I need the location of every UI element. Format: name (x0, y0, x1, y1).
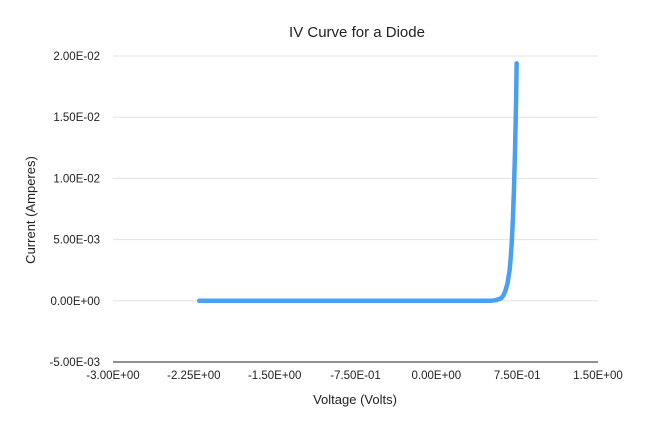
x-axis-label: Voltage (Volts) (313, 392, 397, 407)
y-tick-label: -5.00E-03 (49, 357, 100, 369)
x-tick-label: 0.00E+00 (412, 370, 462, 382)
y-tick-label: 1.50E-02 (53, 112, 100, 124)
x-tick-label: -3.00E+00 (86, 370, 139, 382)
series-line (196, 61, 519, 304)
x-tick-label: -1.50E+00 (248, 370, 301, 382)
y-tick-labels: -5.00E-03 0.00E+00 5.00E-03 1.00E-02 1.50E-0… (49, 51, 100, 369)
y-tick-label: 1.00E-02 (53, 173, 100, 185)
y-axis-label: Current (Amperes) (23, 156, 38, 264)
y-tick-label: 2.00E-02 (53, 51, 100, 63)
x-tick-label: 1.50E+00 (573, 370, 623, 382)
x-tick-label: -2.25E+00 (167, 370, 220, 382)
x-tick-labels: -3.00E+00 -2.25E+00 -1.50E+00 -7.50E-01 0.00… (86, 370, 622, 382)
x-tick-label: 7.50E-01 (494, 370, 541, 382)
data-series (196, 61, 519, 304)
y-tick-label: 5.00E-03 (53, 235, 100, 247)
y-tick-label: 0.00E+00 (50, 296, 100, 308)
grid-lines (113, 55, 598, 302)
chart-title: IV Curve for a Diode (289, 24, 425, 41)
x-tick-label: -7.50E-01 (330, 370, 381, 382)
